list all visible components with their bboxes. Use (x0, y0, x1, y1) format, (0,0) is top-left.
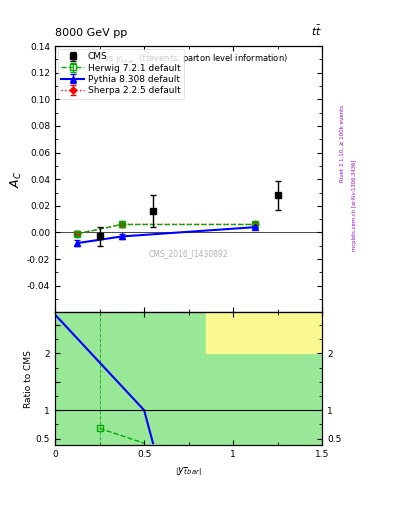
Legend: CMS, Herwig 7.2.1 default, Pythia 8.308 default, Sherpa 2.2.5 default: CMS, Herwig 7.2.1 default, Pythia 8.308 … (58, 49, 184, 99)
Y-axis label: $A_C$: $A_C$ (9, 170, 24, 188)
Y-axis label: Ratio to CMS: Ratio to CMS (24, 350, 33, 408)
Text: Rivet 3.1.10, ≥ 100k events: Rivet 3.1.10, ≥ 100k events (340, 105, 345, 182)
X-axis label: $\left|y_{\overline{t}\,bar}\right|$: $\left|y_{\overline{t}\,bar}\right|$ (175, 465, 202, 477)
Text: 8000 GeV pp: 8000 GeV pp (55, 28, 127, 38)
Text: CMS_2016_I1430892: CMS_2016_I1430892 (149, 249, 228, 258)
Text: $A_C$ vs $y_{\bar{t}\,bar}$  ($t\bar{t}$events, parton level information): $A_C$ vs $y_{\bar{t}\,bar}$ ($t\bar{t}$e… (90, 51, 288, 66)
Text: $t\bar{t}$: $t\bar{t}$ (311, 24, 322, 38)
Text: mcplots.cern.ch [arXiv:1306.3436]: mcplots.cern.ch [arXiv:1306.3436] (352, 159, 357, 250)
